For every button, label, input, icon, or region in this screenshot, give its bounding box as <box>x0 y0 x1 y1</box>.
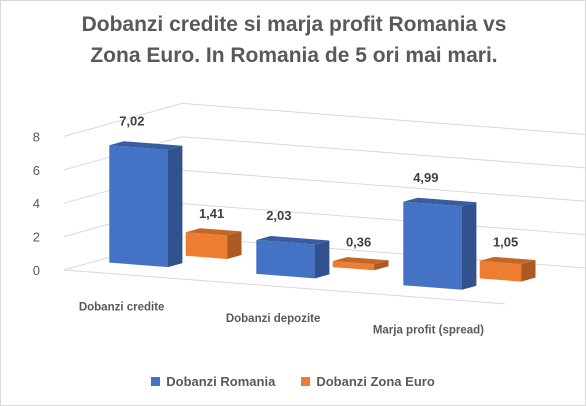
y-tick-label: 4 <box>33 196 40 211</box>
bar-top-zona-euro <box>185 228 242 236</box>
bar-top-zona-euro <box>332 257 389 265</box>
y-tick-label: 8 <box>33 129 40 144</box>
bar-top-romania <box>403 197 477 207</box>
x-tick-label: Dobanzi depozite <box>226 313 321 325</box>
bar-zona-euro <box>332 261 375 271</box>
floor-edge <box>63 269 506 305</box>
bar-top-romania <box>109 141 183 150</box>
bar-zona-euro <box>185 232 228 259</box>
legend-swatch-romania <box>151 377 161 386</box>
data-label-zona-euro: 1,41 <box>199 206 224 221</box>
chart-title: Dobanzi credite si marja profit Romania … <box>11 9 577 71</box>
data-label-zona-euro: 1,05 <box>493 234 518 249</box>
bar-romania <box>403 201 462 290</box>
gridline <box>63 102 586 137</box>
bar-side-zona-euro <box>374 260 389 271</box>
legend-label-zona-euro: Dobanzi Zona Euro <box>316 374 435 389</box>
legend: Dobanzi Romania Dobanzi Zona Euro <box>0 374 586 389</box>
gridline <box>63 136 586 171</box>
bar-side-zona-euro <box>521 260 536 282</box>
bar-side-romania <box>315 240 330 279</box>
x-tick-label: Marja profit (spread) <box>373 324 484 336</box>
y-tick-label: 2 <box>33 230 40 245</box>
legend-item-romania: Dobanzi Romania <box>151 374 275 389</box>
bar-romania <box>256 240 315 279</box>
bar-zona-euro <box>479 260 522 282</box>
data-label-romania: 4,99 <box>413 170 438 185</box>
legend-label-romania: Dobanzi Romania <box>166 374 276 389</box>
bar-top-zona-euro <box>479 256 536 265</box>
legend-swatch-zona-euro <box>301 377 311 386</box>
y-tick-label: 6 <box>33 163 40 178</box>
bar-side-romania <box>168 145 183 268</box>
data-label-zona-euro: 0,36 <box>346 235 371 250</box>
chart-title-line-2: Zona Euro. In Romania de 5 ori mai mari. <box>90 44 498 67</box>
y-tick-label: 0 <box>33 263 40 278</box>
data-label-romania: 2,03 <box>266 208 291 223</box>
bar-top-romania <box>256 236 330 245</box>
bar-romania <box>109 145 168 268</box>
x-tick-label: Dobanzi credite <box>79 302 165 314</box>
bar-side-romania <box>462 202 477 290</box>
data-label-romania: 7,02 <box>119 114 144 129</box>
chart-title-line-1: Dobanzi credite si marja profit Romania … <box>81 13 507 36</box>
legend-item-zona-euro: Dobanzi Zona Euro <box>301 374 435 389</box>
bar-side-zona-euro <box>227 231 242 259</box>
